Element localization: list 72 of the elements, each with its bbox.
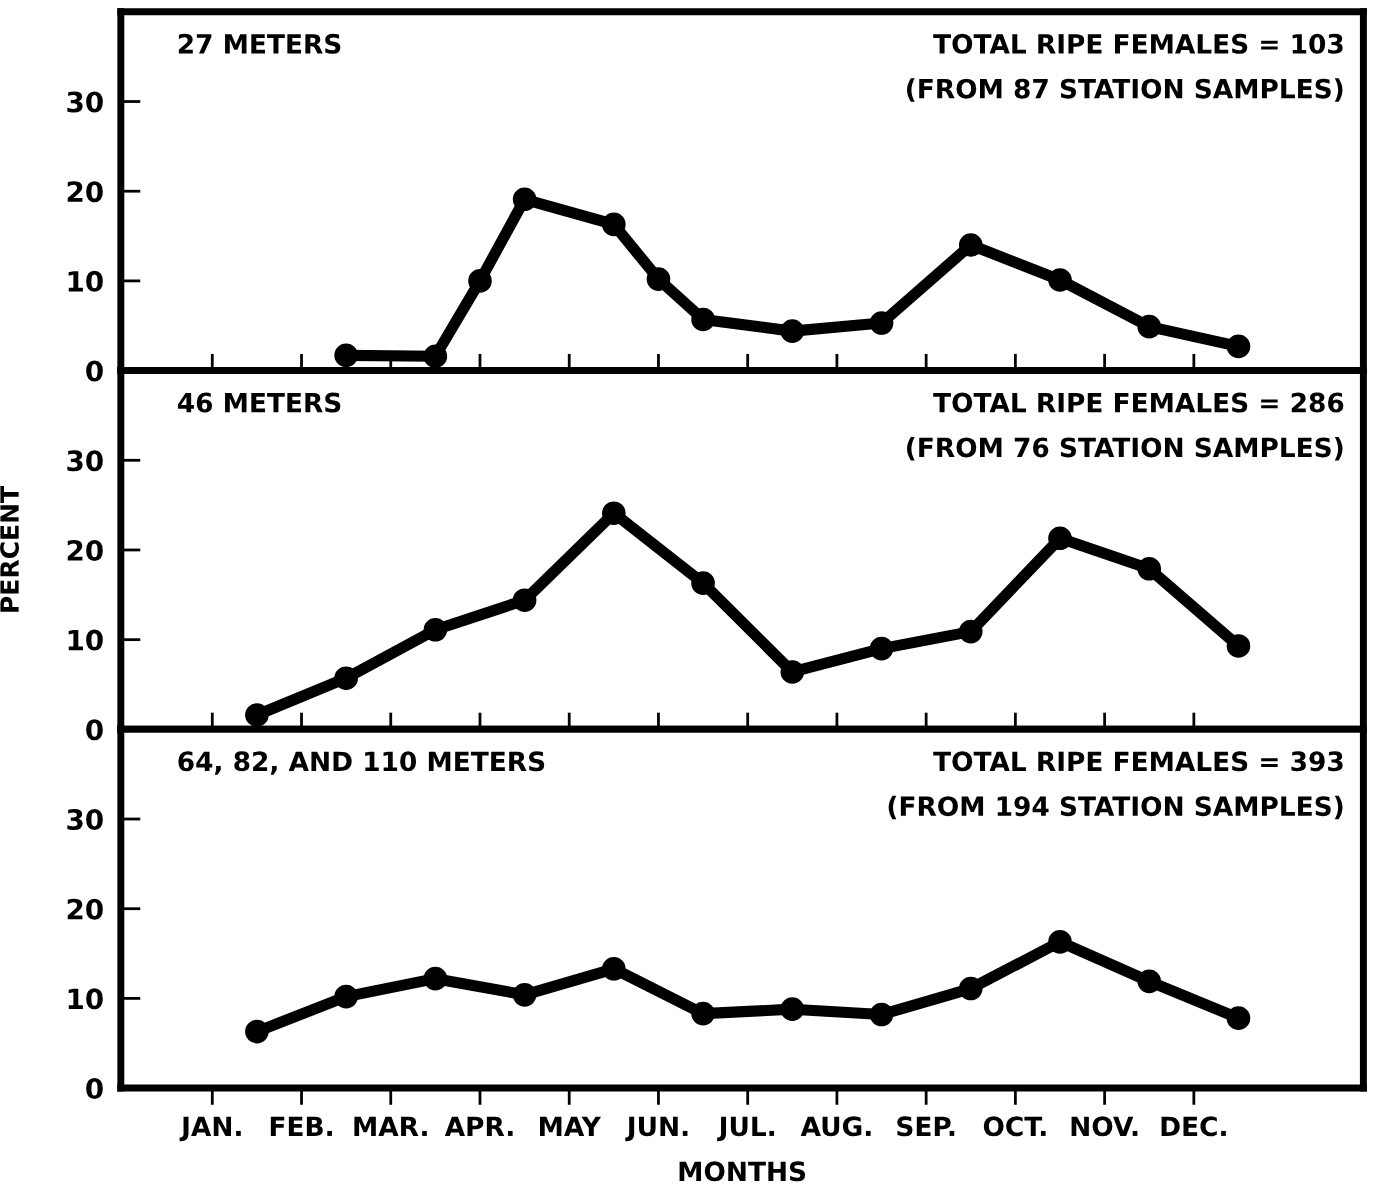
x-tick-label: APR. xyxy=(444,1116,513,1136)
point xyxy=(334,984,358,1009)
x-tick-label: SEP. xyxy=(897,1116,955,1137)
annotation: (FROM 194 STATION SAMPLES) xyxy=(888,795,1343,820)
point xyxy=(691,1001,715,1026)
x-tick-label: AUG. xyxy=(800,1116,871,1137)
point xyxy=(245,703,269,727)
point xyxy=(1226,634,1251,658)
point xyxy=(691,307,715,332)
y-tick-label: 30 xyxy=(67,450,103,472)
y-tick-label: 20 xyxy=(67,539,103,561)
annotation: 64, 82, AND 110 METERS xyxy=(178,751,545,775)
annotation: TOTAL RIPE FEMALES = 286 xyxy=(933,392,1344,413)
point xyxy=(869,311,894,335)
point xyxy=(958,976,983,1001)
point xyxy=(958,233,983,257)
point xyxy=(245,1019,269,1044)
point xyxy=(602,957,626,981)
annotation: TOTAL RIPE FEMALES = 103 xyxy=(933,33,1343,54)
x-tick-label: NOV. xyxy=(1071,1116,1138,1137)
point xyxy=(512,983,537,1007)
point xyxy=(334,343,358,368)
x-tick-label: JAN. xyxy=(179,1116,241,1142)
y-tick-label: 10 xyxy=(68,629,103,651)
y-tick-label: 20 xyxy=(67,898,103,920)
y-axis-title: PERCENT xyxy=(0,486,19,612)
point xyxy=(1137,314,1162,339)
x-axis-title: MONTHS xyxy=(679,1161,806,1182)
point xyxy=(1137,969,1162,994)
point xyxy=(512,187,537,212)
point xyxy=(646,267,671,291)
point xyxy=(334,666,358,691)
point xyxy=(869,1002,894,1027)
y-tick-label: 30 xyxy=(67,808,103,830)
y-tick-label: 0 xyxy=(86,360,103,382)
x-tick-label: MAR. xyxy=(354,1116,427,1136)
x-tick-label: MAY xyxy=(540,1116,602,1136)
point xyxy=(1226,1006,1251,1030)
x-tick-label: DEC. xyxy=(1161,1116,1226,1137)
point xyxy=(1048,268,1072,292)
point xyxy=(423,617,448,642)
annotation: (FROM 87 STATION SAMPLES) xyxy=(907,78,1343,102)
x-tick-label: OCT. xyxy=(983,1116,1046,1137)
annotation: 27 METERS xyxy=(178,33,341,54)
x-tick-label: FEB. xyxy=(270,1116,332,1136)
y-tick-label: 0 xyxy=(86,719,103,741)
x-tick-label: JUL. xyxy=(717,1116,775,1142)
annotation: 46 METERS xyxy=(177,392,341,413)
y-tick-label: 10 xyxy=(68,270,103,292)
x-tick-label: JUN. xyxy=(625,1116,688,1142)
y-tick-label: 0 xyxy=(86,1078,103,1100)
point xyxy=(780,319,805,343)
annotation: TOTAL RIPE FEMALES = 393 xyxy=(933,751,1343,772)
y-tick-label: 10 xyxy=(68,988,103,1010)
point xyxy=(423,344,448,369)
point xyxy=(1048,930,1072,954)
point xyxy=(468,269,492,293)
y-tick-label: 20 xyxy=(67,181,103,203)
point xyxy=(602,212,626,237)
point xyxy=(602,501,626,526)
point xyxy=(780,660,805,684)
point xyxy=(1137,556,1162,581)
point xyxy=(780,997,805,1021)
y-tick-label: 30 xyxy=(67,91,103,113)
point xyxy=(512,588,537,612)
annotation: (FROM 76 STATION SAMPLES) xyxy=(907,436,1343,461)
point xyxy=(1226,334,1251,359)
point xyxy=(958,619,983,644)
point xyxy=(869,636,894,661)
point xyxy=(1048,526,1072,551)
point xyxy=(423,966,448,991)
point xyxy=(691,571,715,595)
